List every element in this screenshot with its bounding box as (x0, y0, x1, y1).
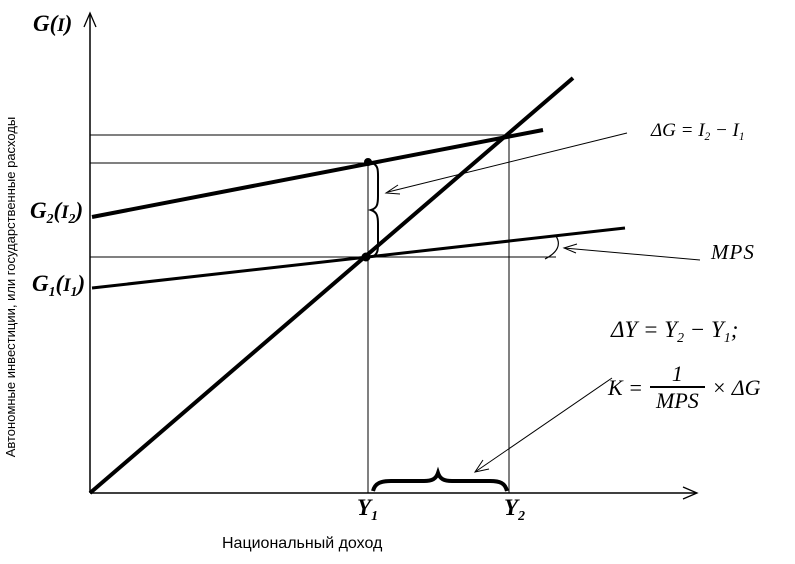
x-axis-arrowhead-icon (682, 486, 699, 500)
line-45-degree (88, 76, 575, 495)
fraction-denominator: MPS (650, 386, 705, 412)
g2-curve (91, 128, 544, 219)
mps-label: MPS (711, 240, 755, 264)
point-g2-above-y1 (364, 158, 372, 166)
x-tick-y1: Y1 (357, 495, 378, 523)
mps-angle-arc-icon (544, 235, 559, 260)
multiplier-formula-lhs: K = (608, 374, 644, 400)
y-axis-caption: Автономные инвестиции, или государственн… (3, 116, 18, 458)
g1-curve-label: G1(I1) (32, 271, 86, 299)
g1-curve (91, 226, 626, 290)
y-axis-arrowhead-icon (83, 11, 97, 28)
x-axis-caption: Национальный доход (222, 535, 383, 552)
delta-y-formula: ΔY = Y2 − Y1; (611, 317, 739, 345)
multiplier-formula-rhs: × ΔG (711, 374, 761, 400)
fraction-numerator: 1 (671, 361, 683, 386)
g2-curve-label: G2(I2) (30, 198, 84, 226)
arrow-mps-icon (562, 243, 701, 261)
arrow-delta-y-icon (473, 377, 613, 473)
multiplier-formula-fraction: 1 MPS (650, 362, 705, 412)
arrow-delta-g-icon (384, 132, 628, 195)
y-axis-title: G(I) (33, 11, 73, 36)
delta-y-brace-icon (371, 466, 509, 492)
x-tick-y2: Y2 (504, 495, 525, 523)
delta-g-formula: ΔG = I2 − I1 (651, 120, 745, 143)
point-equilibrium-y1 (361, 252, 371, 262)
delta-g-brace-icon (367, 162, 380, 258)
multiplier-formula: K = 1 MPS × ΔG (608, 362, 761, 412)
